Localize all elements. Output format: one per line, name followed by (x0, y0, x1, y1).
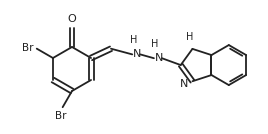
Text: N: N (180, 79, 188, 89)
Text: H: H (129, 35, 137, 45)
Text: Br: Br (55, 111, 66, 121)
Text: H: H (151, 39, 159, 49)
Text: N: N (155, 53, 163, 63)
Text: Br: Br (22, 43, 34, 53)
Text: O: O (68, 14, 76, 24)
Text: H: H (186, 32, 193, 42)
Text: N: N (133, 49, 142, 59)
